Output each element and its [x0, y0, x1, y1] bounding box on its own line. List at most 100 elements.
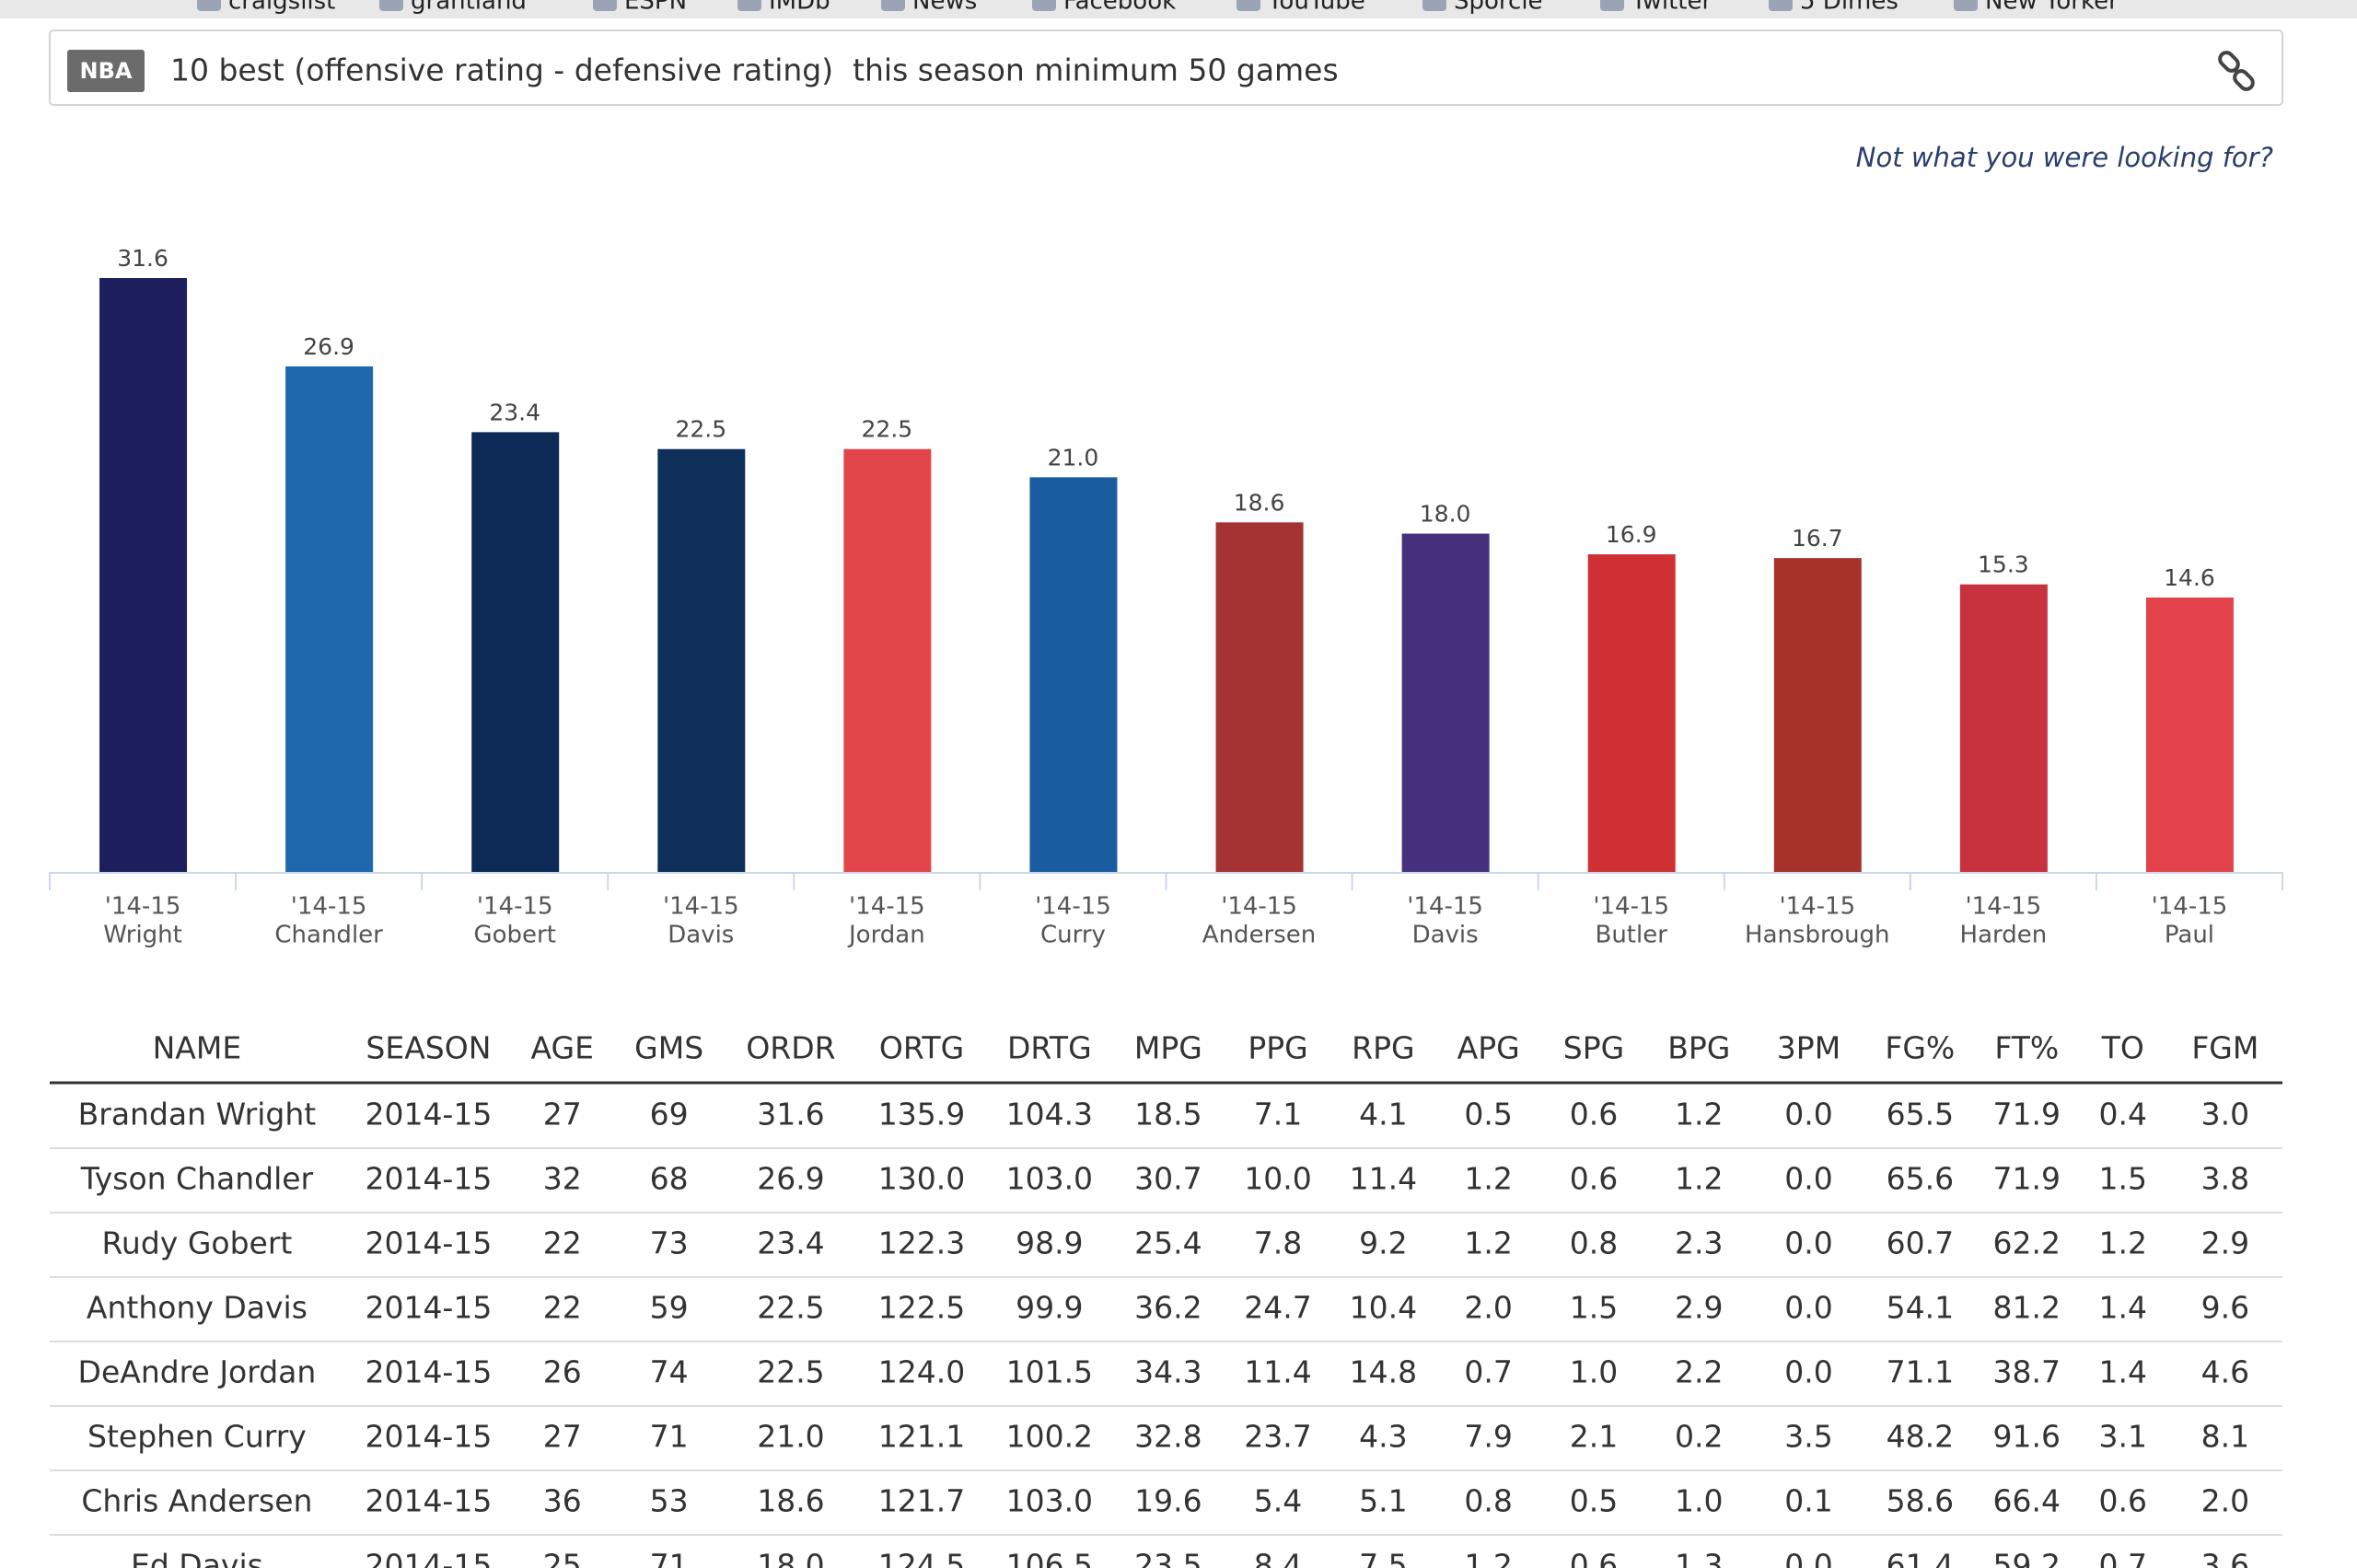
column-header[interactable]: APG	[1457, 1030, 1520, 1066]
x-tick-label: '14-15	[1407, 893, 1483, 921]
bookmark-icon[interactable]	[379, 0, 403, 11]
bookmark-icon[interactable]	[1237, 0, 1260, 11]
bookmark[interactable]: Sporcle	[1454, 0, 1543, 16]
table-cell: 2014-15	[365, 1290, 492, 1326]
table-cell: 2.2	[1675, 1354, 1723, 1390]
table-cell: 73	[650, 1225, 689, 1261]
column-header[interactable]: FT%	[1994, 1030, 2059, 1066]
bookmark-icon[interactable]	[1600, 0, 1624, 11]
table-cell: 24.7	[1244, 1290, 1311, 1326]
bookmark-icon[interactable]	[1032, 0, 1056, 11]
column-header[interactable]: MPG	[1134, 1030, 1202, 1066]
column-header[interactable]: ORTG	[879, 1030, 964, 1066]
table-cell: 3.1	[2099, 1419, 2147, 1455]
table-cell: 0.4	[2099, 1097, 2147, 1132]
table-cell: 22.5	[757, 1290, 824, 1326]
column-header[interactable]: PPG	[1248, 1030, 1307, 1066]
table-cell: Tyson Chandler	[80, 1161, 314, 1197]
table-cell: 7.9	[1464, 1419, 1512, 1455]
table-cell: 1.2	[1464, 1225, 1512, 1261]
bookmark-icon[interactable]	[737, 0, 761, 11]
table-cell: 2.9	[1675, 1290, 1723, 1326]
bookmark-icon[interactable]	[1422, 0, 1446, 11]
table-cell: 66.4	[1993, 1483, 2061, 1519]
column-header[interactable]: RPG	[1352, 1030, 1414, 1066]
table-cell: 71	[650, 1548, 689, 1568]
table-cell: 1.4	[2099, 1290, 2147, 1326]
table-cell: 2014-15	[365, 1419, 492, 1455]
value-label: 18.6	[1234, 489, 1285, 516]
table-cell: 0.8	[1570, 1225, 1618, 1261]
feedback-link[interactable]: Not what you were looking for?	[1856, 142, 2273, 173]
table-cell: 104.3	[1006, 1097, 1093, 1132]
table-cell: 69	[650, 1097, 689, 1132]
x-tick-label: Chandler	[274, 922, 383, 949]
table-cell: 1.2	[1675, 1161, 1723, 1197]
bookmark-icon[interactable]	[593, 0, 617, 11]
table-cell: 2014-15	[365, 1354, 492, 1390]
column-header[interactable]: 3PM	[1777, 1030, 1840, 1066]
table-cell: 2.9	[2201, 1225, 2249, 1261]
table-cell: 25	[543, 1548, 582, 1568]
bookmark-icon[interactable]	[881, 0, 905, 11]
chart: 31.6'14-15Wright26.9'14-15Chandler23.4'1…	[49, 245, 2283, 949]
search-query[interactable]: 10 best (offensive rating - defensive ra…	[170, 52, 1339, 88]
table-cell: 2014-15	[365, 1161, 492, 1197]
column-header[interactable]: FGM	[2191, 1030, 2258, 1066]
bookmark[interactable]: 5 Dimes	[1800, 0, 1898, 16]
table-cell: 99.9	[1016, 1290, 1083, 1326]
table-cell: 2.1	[1570, 1419, 1618, 1455]
bookmark[interactable]: New Yorker	[1985, 0, 2119, 16]
table-cell: 8.4	[1254, 1548, 1302, 1568]
table-cell: 1.0	[1570, 1354, 1618, 1390]
bar	[1959, 584, 2048, 872]
bookmark[interactable]: YouTube	[1267, 0, 1365, 16]
table-cell: 135.9	[878, 1097, 965, 1132]
column-header[interactable]: ORDR	[746, 1030, 835, 1066]
bookmark[interactable]: IMDb	[769, 0, 830, 16]
link-icon[interactable]	[2217, 50, 2255, 91]
column-header[interactable]: AGE	[531, 1030, 594, 1066]
table-cell: 2.0	[1464, 1290, 1512, 1326]
table-cell: 59.2	[1993, 1548, 2061, 1568]
table-cell: 0.2	[1675, 1419, 1723, 1455]
table-cell: 121.7	[878, 1483, 965, 1519]
table-cell: 53	[650, 1483, 689, 1519]
table-cell: 60.7	[1887, 1225, 1954, 1261]
column-header[interactable]: SPG	[1563, 1030, 1624, 1066]
table-cell: 74	[650, 1354, 689, 1390]
bookmark[interactable]: ESPN	[624, 0, 687, 16]
bookmark-icon[interactable]	[197, 0, 221, 11]
table-cell: 121.1	[878, 1419, 965, 1455]
bar	[843, 448, 932, 872]
column-header[interactable]: BPG	[1667, 1030, 1730, 1066]
value-label: 23.4	[489, 399, 540, 425]
bookmark[interactable]: grantland	[411, 0, 527, 16]
bookmark[interactable]: Facebook	[1063, 0, 1176, 16]
column-header[interactable]: FG%	[1885, 1030, 1955, 1066]
column-header[interactable]: SEASON	[366, 1030, 491, 1066]
table-cell: 0.0	[1784, 1161, 1832, 1197]
bookmark[interactable]: Twitter	[1631, 0, 1712, 16]
bookmark-icon[interactable]	[1954, 0, 1978, 11]
table-cell: 1.2	[1464, 1161, 1512, 1197]
column-header[interactable]: NAME	[153, 1030, 242, 1066]
table-cell: 23.5	[1134, 1548, 1202, 1568]
table-cell: 10.4	[1350, 1290, 1417, 1326]
column-header[interactable]: TO	[2101, 1030, 2144, 1066]
league-badge[interactable]	[67, 50, 145, 92]
table-cell: 91.6	[1993, 1419, 2061, 1455]
x-tick-label: '14-15	[663, 893, 739, 921]
value-label: 15.3	[1978, 552, 2029, 578]
search-box[interactable]	[49, 29, 2283, 106]
column-header[interactable]: DRTG	[1007, 1030, 1092, 1066]
table-cell: 7.1	[1254, 1097, 1302, 1132]
x-tick-label: Davis	[1412, 922, 1479, 949]
bookmark[interactable]: News	[912, 0, 977, 16]
table-cell: 2014-15	[365, 1097, 492, 1132]
table-cell: 27	[543, 1097, 582, 1132]
bookmark-icon[interactable]	[1769, 0, 1793, 11]
column-header[interactable]: GMS	[634, 1030, 703, 1066]
bookmark[interactable]: craigslist	[228, 0, 335, 16]
